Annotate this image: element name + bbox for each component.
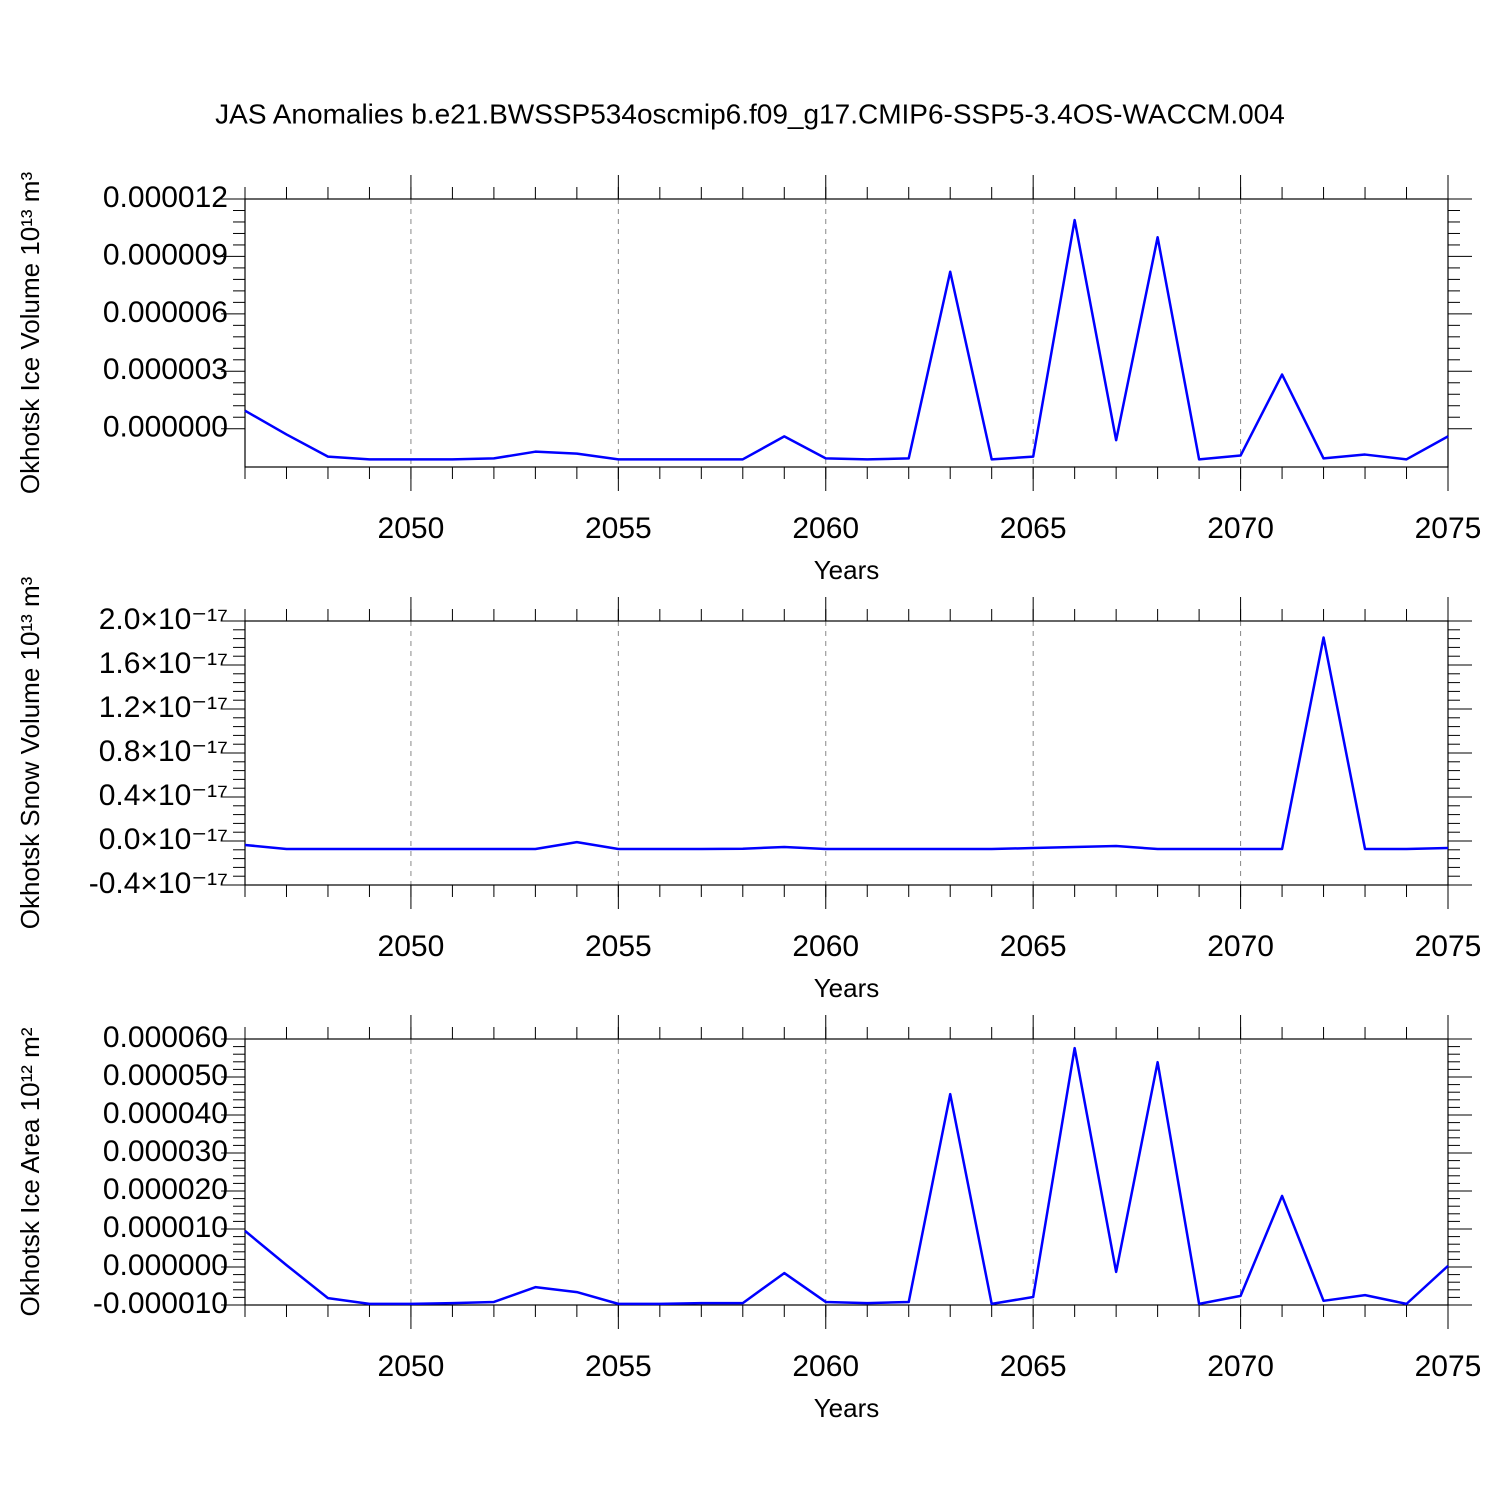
y-tick-label: 1.6×10⁻¹⁷ — [99, 647, 228, 680]
x-axis-label: Years — [814, 555, 880, 585]
y-tick-label: 0.0×10⁻¹⁷ — [99, 823, 228, 856]
x-tick-label: 2065 — [1000, 512, 1067, 545]
x-tick-label: 2065 — [1000, 1350, 1067, 1383]
plot-frame — [244, 620, 1449, 886]
x-tick-label: 2075 — [1415, 930, 1482, 963]
x-tick-label: 2065 — [1000, 930, 1067, 963]
x-tick-label: 2055 — [585, 1350, 652, 1383]
data-line — [244, 218, 1449, 461]
y-tick-label: -0.000010 — [93, 1287, 228, 1320]
chart-title: JAS Anomalies b.e21.BWSSP534oscmip6.f09_… — [215, 98, 1285, 129]
x-tick-label: 2060 — [792, 1350, 859, 1383]
y-tick-label: 0.000050 — [103, 1059, 228, 1092]
y-tick-label: 0.000003 — [103, 353, 228, 386]
y-axis-label: Okhotsk Ice Volume 10¹³ m³ — [15, 172, 45, 495]
y-tick-label: 0.000006 — [103, 296, 228, 329]
y-tick-label: 0.000010 — [103, 1211, 228, 1244]
data-line — [244, 1046, 1449, 1306]
x-tick-label: 2075 — [1415, 512, 1482, 545]
x-tick-label: 2070 — [1207, 930, 1274, 963]
x-tick-label: 2050 — [378, 1350, 445, 1383]
y-axis-label: Okhotsk Ice Area 10¹² m² — [15, 1027, 45, 1316]
y-tick-label: 2.0×10⁻¹⁷ — [99, 603, 228, 636]
x-tick-label: 2060 — [792, 512, 859, 545]
y-tick-label: 0.8×10⁻¹⁷ — [99, 735, 228, 768]
plot-frame — [244, 1038, 1449, 1306]
y-tick-label: 0.000040 — [103, 1097, 228, 1130]
y-tick-label: 0.000060 — [103, 1021, 228, 1054]
x-tick-label: 2060 — [792, 930, 859, 963]
x-axis-label: Years — [814, 1393, 880, 1423]
y-tick-label: -0.4×10⁻¹⁷ — [89, 867, 228, 900]
x-tick-label: 2070 — [1207, 1350, 1274, 1383]
y-tick-label: 0.000009 — [103, 238, 228, 271]
x-tick-label: 2070 — [1207, 512, 1274, 545]
y-tick-label: 0.000000 — [103, 1249, 228, 1282]
plot-frame — [244, 198, 1449, 468]
y-tick-label: 0.000020 — [103, 1173, 228, 1206]
y-tick-label: 0.000012 — [103, 181, 228, 214]
x-tick-label: 2055 — [585, 512, 652, 545]
x-tick-label: 2050 — [378, 512, 445, 545]
y-tick-label: 0.000000 — [103, 411, 228, 444]
y-tick-label: 0.000030 — [103, 1135, 228, 1168]
y-axis-label: Okhotsk Snow Volume 10¹³ m³ — [15, 576, 45, 929]
data-line — [244, 636, 1449, 851]
x-tick-label: 2050 — [378, 930, 445, 963]
y-tick-label: 1.2×10⁻¹⁷ — [99, 691, 228, 724]
x-tick-label: 2075 — [1415, 1350, 1482, 1383]
y-tick-label: 0.4×10⁻¹⁷ — [99, 779, 228, 812]
x-axis-label: Years — [814, 973, 880, 1003]
x-tick-label: 2055 — [585, 930, 652, 963]
